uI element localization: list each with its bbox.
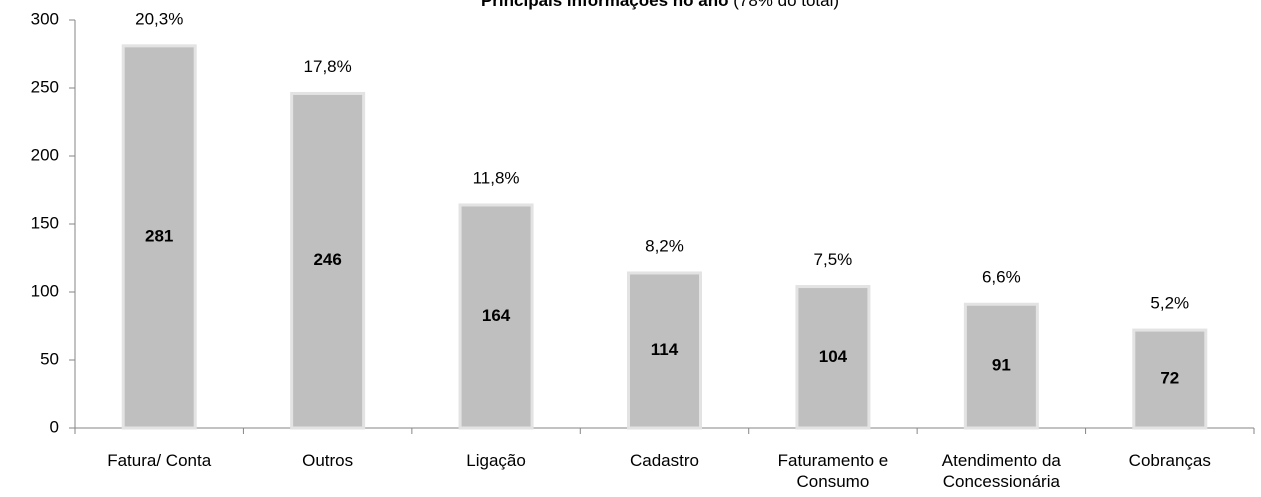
chart-title: Principais informações no ano (78% do to… <box>481 0 839 10</box>
value-label: 104 <box>819 347 848 366</box>
x-tick-label: Atendimento da Concessionária <box>941 451 1061 491</box>
share-label: 11,8% <box>473 168 520 187</box>
x-tick-label: Cadastro <box>630 451 699 470</box>
x-tick-label: Faturamento e Consumo <box>777 451 889 491</box>
bar <box>121 44 197 430</box>
y-tick-label: 150 <box>31 213 59 232</box>
share-label: 20,3% <box>135 9 183 28</box>
y-tick-label: 50 <box>40 349 59 368</box>
y-tick-label: 0 <box>50 417 59 436</box>
x-tick-label: Fatura/ Conta <box>107 451 212 470</box>
x-tick-label: Ligação <box>466 451 526 470</box>
value-label: 91 <box>992 356 1011 375</box>
x-tick-label: Outros <box>302 451 354 470</box>
share-label: 5,2% <box>1150 294 1189 313</box>
y-tick-label: 250 <box>31 77 59 96</box>
share-label: 17,8% <box>304 57 352 76</box>
bar <box>290 91 366 430</box>
share-label: 8,2% <box>645 236 684 255</box>
title: Principais informações no ano <box>481 0 729 10</box>
y-tick-label: 300 <box>31 9 59 28</box>
share-label: 7,5% <box>814 250 853 269</box>
value-label: 246 <box>313 250 341 269</box>
share-label: 6,6% <box>982 268 1021 287</box>
bar <box>795 285 871 430</box>
value-label: 114 <box>651 340 679 359</box>
bar <box>458 203 534 430</box>
bar <box>963 302 1039 430</box>
subtitle: (78% do total) <box>733 0 839 10</box>
value-label: 281 <box>145 226 173 245</box>
value-label: 164 <box>482 306 511 325</box>
y-tick-label: 200 <box>31 145 59 164</box>
bar <box>1132 328 1208 430</box>
bar <box>627 271 702 430</box>
x-tick-label: Cobranças <box>1128 451 1211 470</box>
value-label: 72 <box>1160 369 1179 388</box>
y-tick-label: 100 <box>31 281 59 300</box>
